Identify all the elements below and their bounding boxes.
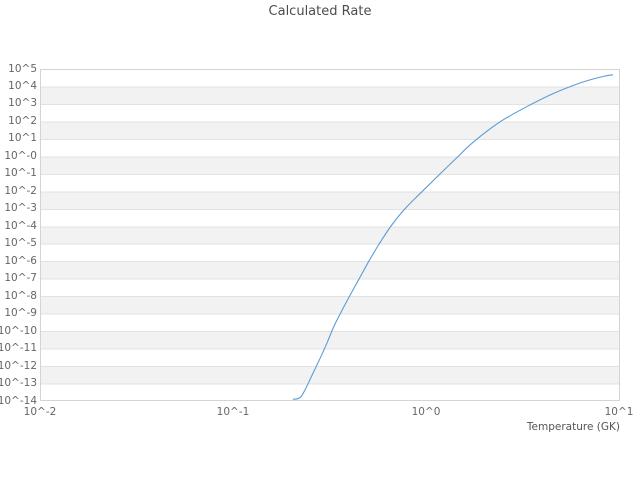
y-tick-label: 10^3 (8, 97, 37, 110)
y-tick-label: 10^-10 (0, 324, 37, 337)
y-tick-label: 10^1 (8, 132, 37, 145)
y-tick-label: 10^-13 (0, 377, 37, 390)
plot-area (40, 69, 620, 401)
rate-curve (292, 74, 614, 400)
plot-svg (40, 69, 620, 401)
y-tick-label: 10^5 (8, 62, 37, 75)
y-tick-label: 10^-1 (4, 167, 37, 180)
y-tick-label: 10^-6 (4, 254, 37, 267)
x-tick-label: 10^1 (604, 406, 634, 418)
y-tick-label: 10^-7 (4, 272, 37, 285)
y-tick-label: 10^-2 (4, 184, 37, 197)
y-tick-label: 10^-14 (0, 394, 37, 407)
y-tick-label: 10^-11 (0, 342, 37, 355)
x-tick-label: 10^-1 (216, 406, 250, 418)
y-tick-label: 10^4 (8, 79, 37, 92)
y-tick-label: 10^-8 (4, 289, 37, 302)
chart-title: Calculated Rate (268, 4, 372, 19)
y-tick-label: 10^-9 (4, 307, 37, 320)
plot-border (40, 69, 620, 401)
x-axis-title: Temperature (GK) (526, 421, 620, 433)
y-tick-label: 10^-12 (0, 359, 37, 372)
x-tick-label: 10^-2 (23, 406, 57, 418)
y-tick-label: 10^-5 (4, 237, 37, 250)
x-tick-label: 10^0 (411, 406, 441, 418)
y-tick-label: 10^-4 (4, 219, 37, 232)
y-tick-label: 10^-0 (4, 149, 37, 162)
y-tick-label: 10^-3 (4, 202, 37, 215)
y-tick-label: 10^2 (8, 114, 37, 127)
